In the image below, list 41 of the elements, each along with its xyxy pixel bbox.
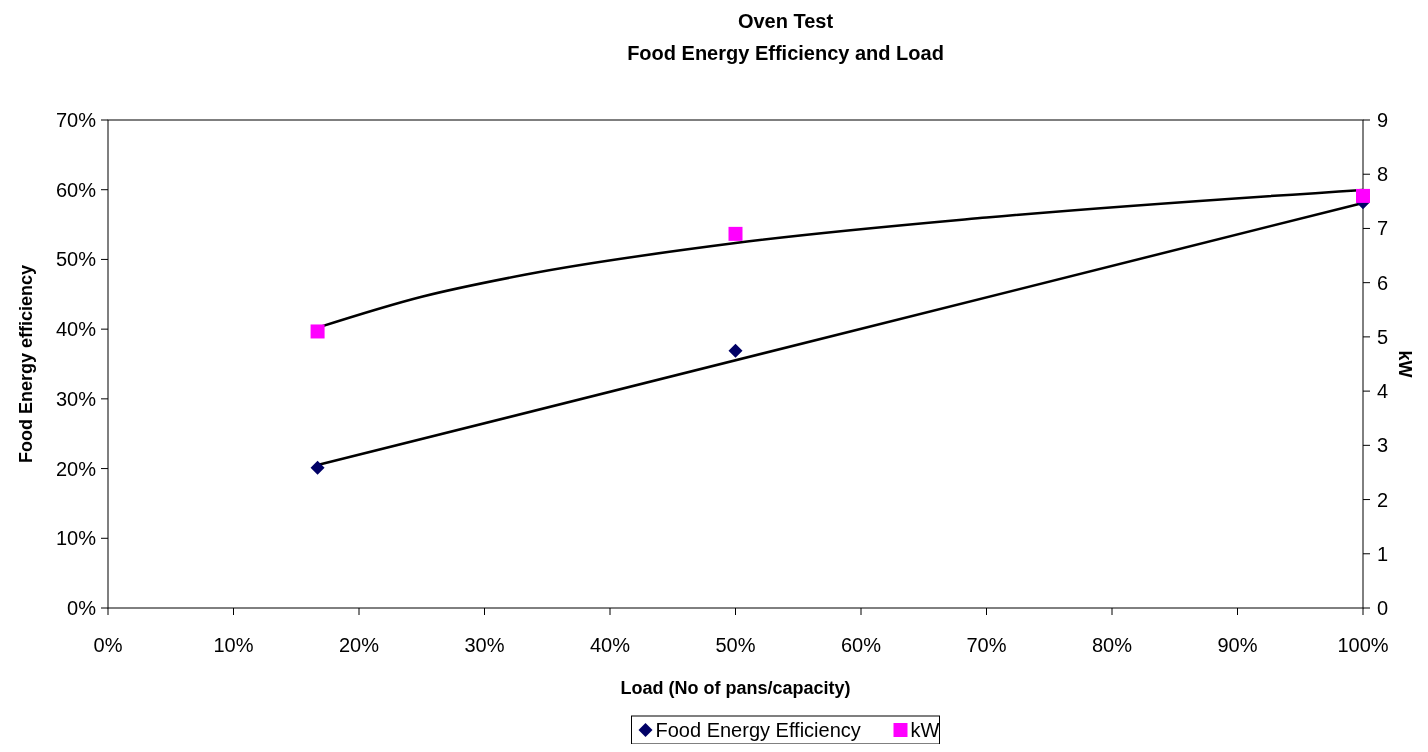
chart-subtitle: Food Energy Efficiency and Load xyxy=(627,42,944,64)
y2-tick-label: 5 xyxy=(1377,325,1389,348)
point xyxy=(1356,188,1370,203)
x-tick-label: 10% xyxy=(213,634,254,656)
y2-tick-label: 3 xyxy=(1377,434,1389,457)
point xyxy=(728,343,743,358)
x-tick-label: 30% xyxy=(464,634,505,656)
y2-tick-label: 1 xyxy=(1377,542,1389,565)
y2-tick-label: 7 xyxy=(1377,217,1389,240)
x-tick-label: 60% xyxy=(840,634,882,656)
x-tick-label: 20% xyxy=(338,634,380,656)
y2-tick-label: 6 xyxy=(1377,271,1389,294)
y-axis-title: Food Energy efficiency xyxy=(16,264,36,464)
y2-tick-label: 9 xyxy=(1377,109,1389,131)
y2-tick-label: 2 xyxy=(1377,488,1389,511)
x-tick-label: 90% xyxy=(1217,634,1258,656)
y-tick-label: 30% xyxy=(55,387,97,410)
chart-title: Oven Test xyxy=(737,10,834,32)
y-tick-label: 0% xyxy=(67,597,97,619)
x-tick-label: 40% xyxy=(589,634,631,656)
y2-tick-label: 8 xyxy=(1377,163,1389,186)
legend-label: kW xyxy=(910,719,940,741)
x-tick-label: 0% xyxy=(93,634,123,656)
y-tick-label: 60% xyxy=(55,178,97,201)
y2-axis-title: kW xyxy=(1395,350,1415,378)
y-tick-label: 70% xyxy=(55,109,97,131)
x-axis-title: Load (No of pans/capacity) xyxy=(620,678,851,698)
y-tick-label: 10% xyxy=(55,527,97,550)
point xyxy=(728,226,743,241)
x-tick-label: 80% xyxy=(1091,634,1133,656)
y-tick-label: 40% xyxy=(55,318,97,341)
x-tick-label: 70% xyxy=(966,634,1007,656)
y-tick-label: 20% xyxy=(55,457,97,480)
point xyxy=(310,324,325,339)
x-tick-label: 100% xyxy=(1337,634,1389,656)
point xyxy=(310,460,325,475)
x-tick-label: 50% xyxy=(715,634,756,656)
legend-label: Food Energy Efficiency xyxy=(655,719,861,741)
y-tick-label: 50% xyxy=(55,248,97,271)
y2-tick-label: 4 xyxy=(1377,380,1389,403)
y2-tick-label: 0 xyxy=(1377,597,1389,619)
